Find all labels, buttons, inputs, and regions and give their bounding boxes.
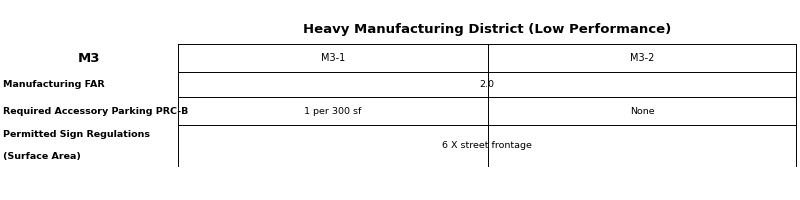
Text: None: None — [630, 106, 654, 116]
Text: M3: M3 — [78, 51, 100, 64]
Text: M3-1: M3-1 — [321, 53, 345, 63]
Text: Manufacturing FAR: Manufacturing FAR — [3, 80, 105, 89]
Text: 1 per 300 sf: 1 per 300 sf — [304, 106, 362, 116]
Text: M3-2: M3-2 — [630, 53, 654, 63]
Text: (Surface Area): (Surface Area) — [3, 152, 81, 161]
Text: 2.0: 2.0 — [479, 80, 494, 89]
Text: Required Accessory Parking PRC-B: Required Accessory Parking PRC-B — [3, 106, 189, 116]
Text: Heavy Manufacturing District (Low Performance): Heavy Manufacturing District (Low Perfor… — [302, 22, 671, 36]
Text: 6 X street frontage: 6 X street frontage — [442, 141, 532, 150]
Text: Permitted Sign Regulations: Permitted Sign Regulations — [3, 130, 150, 139]
